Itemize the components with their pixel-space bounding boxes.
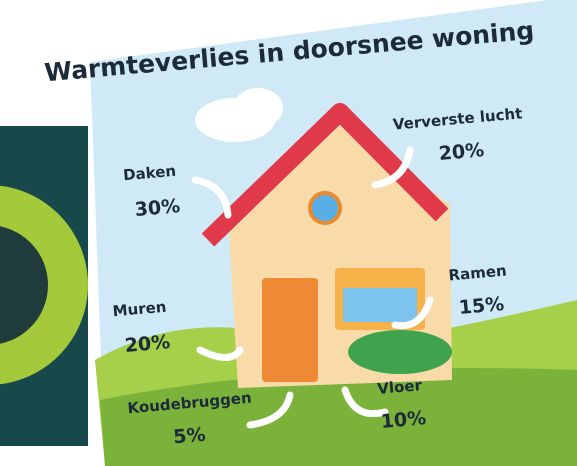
item-value: 20% — [124, 331, 171, 357]
item-value: 15% — [458, 293, 505, 319]
infographic: Warmteverlies in doorsnee woning Daken 3… — [0, 0, 577, 466]
page: Warmteverlies in doorsnee woning Daken 3… — [0, 0, 577, 466]
item-value: 5% — [172, 424, 206, 449]
round-window — [310, 193, 340, 223]
cloud — [233, 88, 283, 128]
item-value: 30% — [134, 195, 181, 221]
bush — [348, 330, 452, 374]
window-glass — [343, 288, 417, 322]
item-value: 10% — [380, 407, 427, 433]
item-value: 20% — [438, 139, 485, 165]
door — [262, 278, 318, 382]
